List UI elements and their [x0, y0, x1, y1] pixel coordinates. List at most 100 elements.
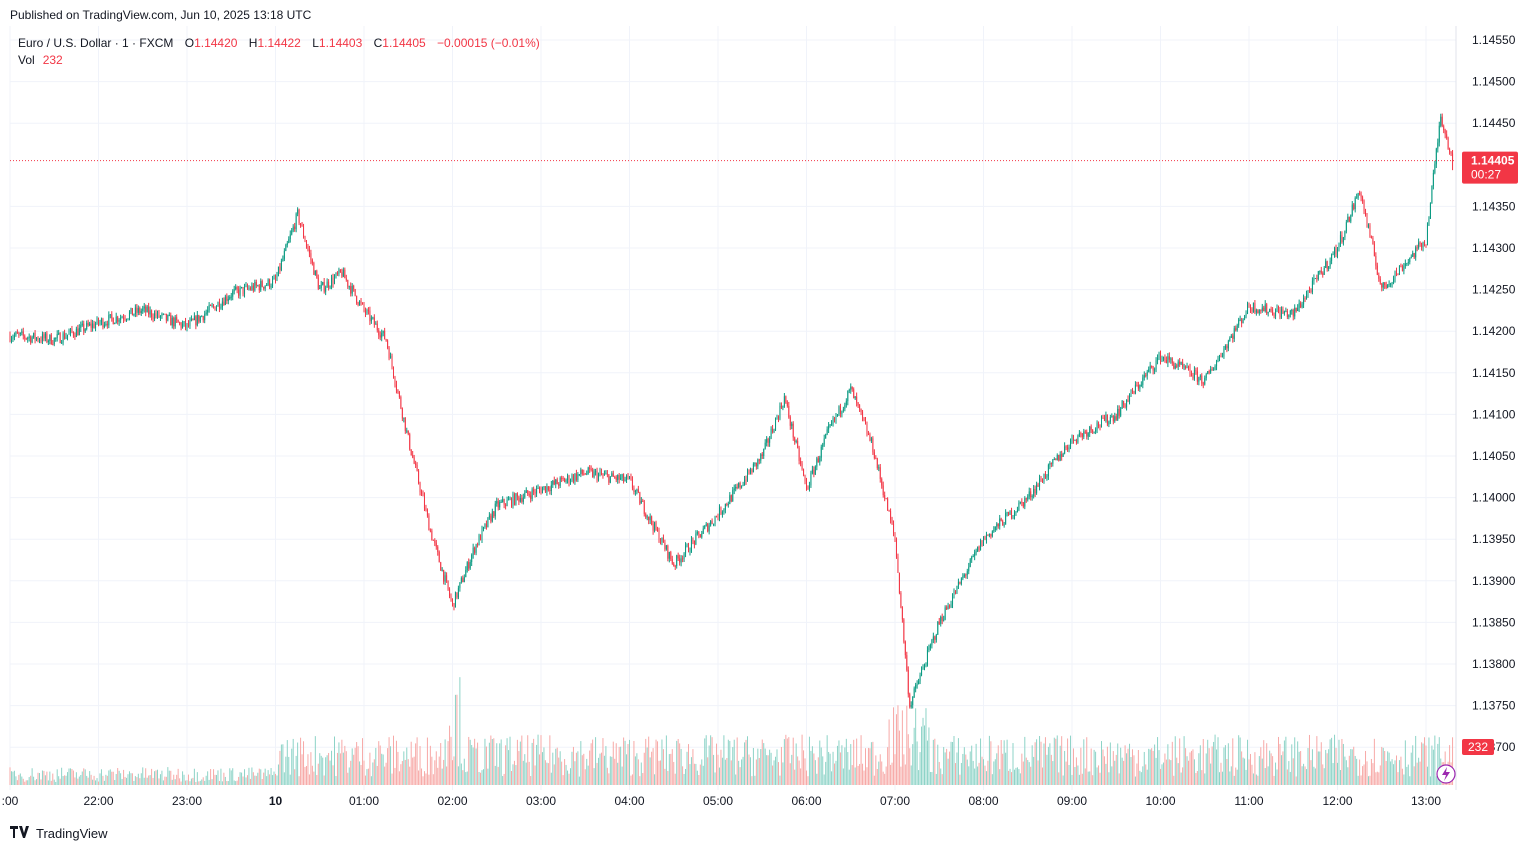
volume-bar [295, 755, 297, 785]
candle-body [24, 335, 26, 339]
candle-body [1387, 284, 1389, 288]
volume-bar [508, 750, 510, 785]
volume-bar [1049, 743, 1051, 785]
candle-body [714, 516, 716, 524]
volume-bar [428, 774, 430, 785]
candle-body [1264, 304, 1266, 312]
candle-body [1440, 116, 1442, 126]
candle-body [1121, 400, 1123, 409]
candle-body [603, 474, 605, 476]
volume-bar [167, 767, 169, 785]
candle-body [126, 319, 128, 321]
volume-bar [328, 752, 330, 785]
volume-bar [456, 694, 458, 785]
candle-body [876, 458, 878, 468]
tradingview-brand[interactable]: TradingView [10, 825, 108, 841]
volume-bar [47, 780, 49, 785]
candle-body [480, 535, 482, 541]
volume-bar [214, 774, 216, 785]
candle-body [307, 246, 309, 250]
symbol-title[interactable]: Euro / U.S. Dollar · 1 · FXCM [18, 36, 174, 50]
volume-bar [972, 760, 974, 785]
volume-bar [186, 780, 188, 785]
candle-body [549, 489, 551, 492]
candle-body [789, 417, 791, 426]
candle-body [710, 521, 712, 526]
volume-bar [1016, 767, 1018, 785]
price-tick-label: 1.14250 [1472, 283, 1516, 297]
candle-body [220, 306, 222, 309]
candle-body [863, 417, 865, 421]
candle-body [888, 510, 890, 512]
price-chart[interactable]: 1.145501.145001.144501.143501.143001.142… [0, 0, 1534, 820]
candle-body [401, 408, 403, 419]
candle-body [195, 316, 197, 326]
candle-body [367, 310, 369, 312]
volume-bar [584, 769, 586, 785]
volume-bar [1198, 753, 1200, 785]
candle-body [938, 621, 940, 624]
volume-bar [1111, 766, 1113, 785]
volume-bar [15, 776, 17, 785]
volume-bar [1210, 763, 1212, 785]
volume-bar [1136, 763, 1138, 785]
candle-body [1034, 488, 1036, 494]
candle-body [381, 333, 383, 338]
candle-body [716, 516, 718, 518]
candle-body [53, 337, 55, 345]
volume-bar [578, 776, 580, 785]
volume-bar [298, 776, 300, 785]
volume-bar [99, 773, 101, 785]
volume-bar [996, 753, 998, 785]
candle-body [171, 317, 173, 326]
candle-body [213, 305, 215, 307]
candle-body [686, 544, 688, 546]
volume-bar [244, 769, 246, 785]
volume-bar [654, 774, 656, 785]
candle-body [739, 482, 741, 488]
volume-bar [12, 771, 14, 785]
candle-body [1359, 192, 1361, 195]
candle-body [487, 517, 489, 527]
volume-bar [1381, 746, 1383, 785]
candle-body [738, 482, 740, 488]
volume-bar [847, 752, 849, 785]
candle-body [288, 239, 290, 244]
candle-body [825, 434, 827, 439]
volume-bar [112, 771, 114, 785]
volume-bar [794, 769, 796, 785]
volume-bar [301, 754, 303, 785]
candle-body [1027, 496, 1029, 500]
candle-body [255, 281, 257, 286]
volume-bar [28, 777, 30, 785]
candle-body [567, 475, 569, 480]
candle-body [1084, 431, 1086, 433]
volume-bar [857, 765, 859, 785]
volume-bar [1249, 753, 1251, 785]
volume-bar [1028, 762, 1030, 785]
candle-body [661, 537, 663, 543]
volume-bar [460, 763, 462, 785]
volume-label[interactable]: Vol [18, 53, 35, 67]
candle-body [1438, 125, 1440, 143]
volume-bar [87, 777, 89, 785]
candle-body [447, 580, 449, 590]
candle-body [426, 509, 428, 516]
volume-bar [742, 756, 744, 785]
volume-bar [497, 766, 499, 785]
candle-body [68, 332, 70, 335]
candle-body [16, 332, 18, 334]
volume-bar [242, 776, 244, 785]
candle-body [443, 569, 445, 582]
candle-body [1378, 274, 1380, 279]
volume-bar [134, 776, 136, 785]
volume-bar [657, 741, 659, 785]
candle-body [928, 647, 930, 650]
candle-body [598, 473, 600, 480]
candle-body [1199, 375, 1201, 377]
candle-body [1280, 309, 1282, 318]
candle-body [210, 305, 212, 307]
volume-bar [319, 753, 321, 785]
price-tick-label: 1.14550 [1472, 33, 1516, 47]
volume-bar [1009, 768, 1011, 785]
